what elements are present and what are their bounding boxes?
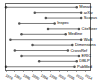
svg-text:2002: 2002: [58, 73, 67, 80]
svg-text:Dimensions: Dimensions: [75, 42, 96, 47]
svg-text:Inspec: Inspec: [57, 20, 69, 25]
svg-text:1986: 1986: [22, 73, 31, 80]
svg-text:DBLP: DBLP: [79, 58, 90, 63]
svg-text:2014: 2014: [84, 73, 93, 80]
svg-text:ERIC: ERIC: [82, 53, 92, 58]
svg-text:arXiv: arXiv: [84, 10, 93, 15]
svg-text:Scopus: Scopus: [84, 15, 97, 20]
svg-text:PubMed: PubMed: [77, 64, 92, 69]
svg-text:CiteSeer: CiteSeer: [82, 26, 98, 31]
svg-text:Mosaic: Mosaic: [79, 4, 92, 9]
svg-text:2006: 2006: [67, 73, 76, 80]
svg-text:1998: 1998: [49, 73, 58, 80]
svg-text:WoS: WoS: [84, 37, 93, 42]
svg-text:CrossRef: CrossRef: [70, 48, 88, 53]
svg-text:2010: 2010: [75, 73, 84, 80]
svg-text:1990: 1990: [31, 73, 40, 80]
svg-text:1994: 1994: [40, 73, 49, 80]
svg-text:1978: 1978: [5, 73, 14, 80]
svg-text:1982: 1982: [13, 73, 22, 80]
svg-text:Medline: Medline: [68, 31, 83, 36]
